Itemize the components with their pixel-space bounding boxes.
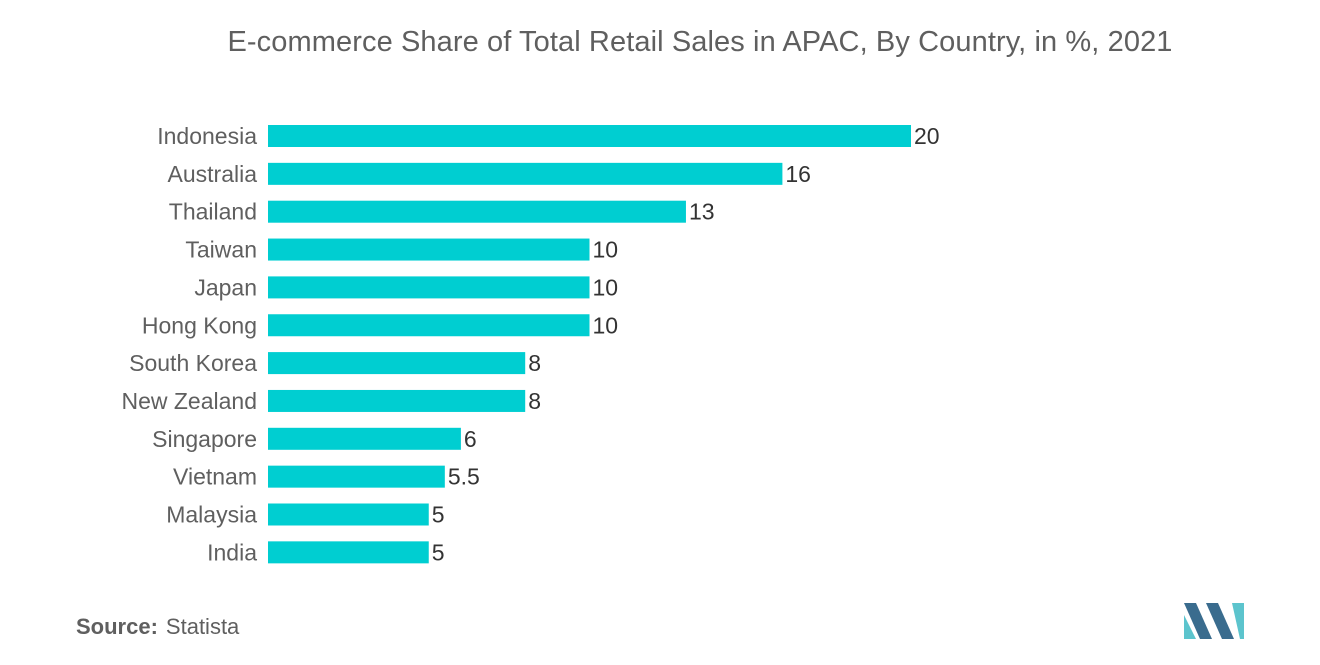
category-label-indonesia: Indonesia <box>157 123 257 149</box>
bar-chart: Indonesia Australia Thailand Taiwan Japan Hon… <box>121 123 940 565</box>
category-label-india: India <box>207 539 257 565</box>
value-label-south-korea: 8 <box>528 350 541 376</box>
logo-left-leg <box>1184 615 1196 639</box>
value-label-vietnam: 5.5 <box>448 464 480 490</box>
value-label-singapore: 6 <box>464 426 477 452</box>
value-label-taiwan: 10 <box>593 237 619 263</box>
bars-layer <box>268 125 911 564</box>
bar-japan <box>268 276 590 299</box>
bar-hong-kong <box>268 314 590 337</box>
logo-middle-stroke <box>1206 603 1234 639</box>
category-label-australia: Australia <box>168 161 258 187</box>
value-label-japan: 10 <box>593 274 619 300</box>
bar-thailand <box>268 200 686 223</box>
value-label-malaysia: 5 <box>432 502 445 528</box>
bar-singapore <box>268 427 461 450</box>
value-label-hong-kong: 10 <box>593 312 619 338</box>
value-label-australia: 16 <box>785 161 811 187</box>
brand-logo-icon <box>1184 603 1244 639</box>
value-label-new-zealand: 8 <box>528 388 541 414</box>
bar-south-korea <box>268 352 526 375</box>
source-note: Source: Statista <box>76 614 239 640</box>
logo-left-stroke <box>1184 603 1212 639</box>
bar-australia <box>268 162 783 185</box>
category-label-japan: Japan <box>194 274 257 300</box>
bar-indonesia <box>268 125 911 147</box>
category-label-south-korea: South Korea <box>129 350 257 376</box>
category-label-taiwan: Taiwan <box>185 237 257 263</box>
bar-vietnam <box>268 465 445 488</box>
category-label-malaysia: Malaysia <box>166 502 257 528</box>
value-label-thailand: 13 <box>689 199 715 225</box>
category-label-hong-kong: Hong Kong <box>142 312 257 338</box>
logo-right-leg <box>1232 603 1244 639</box>
category-label-thailand: Thailand <box>169 199 257 225</box>
chart-title: E-commerce Share of Total Retail Sales i… <box>227 26 1173 58</box>
category-label-new-zealand: New Zealand <box>121 388 257 414</box>
category-labels-layer: Indonesia Australia Thailand Taiwan Japan Hon… <box>121 123 257 565</box>
bar-malaysia <box>268 503 429 526</box>
category-label-singapore: Singapore <box>152 426 257 452</box>
bar-new-zealand <box>268 389 526 412</box>
source-label: Source: <box>76 614 158 639</box>
value-label-india: 5 <box>432 539 445 565</box>
category-label-vietnam: Vietnam <box>173 464 257 490</box>
source-text: Statista <box>165 614 240 639</box>
value-label-indonesia: 20 <box>914 123 940 149</box>
bar-india <box>268 541 429 564</box>
bar-taiwan <box>268 238 590 261</box>
